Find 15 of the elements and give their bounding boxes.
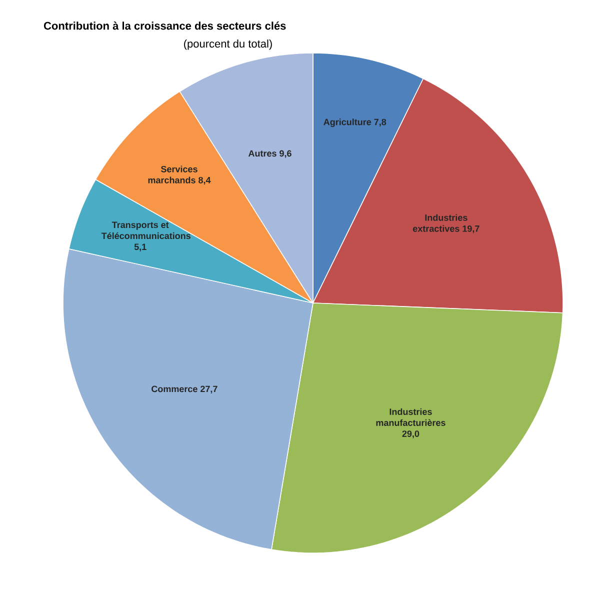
slice-label: Transports et Télécommunications	[101, 222, 191, 240]
slice-label: Commerce	[152, 386, 198, 392]
data-label: 19,7	[462, 225, 480, 234]
slice-label: Autres	[248, 150, 276, 157]
data-label: 7,8	[374, 118, 386, 127]
data-label: 8,4	[198, 176, 211, 185]
data-label: 9,6	[280, 150, 292, 158]
data-label: 27,7	[200, 386, 218, 394]
chart-title: Contribution à la croissance des secteurs clés	[44, 22, 286, 30]
slice-label: Industries manufacturières	[376, 408, 446, 426]
slice-label: Agriculture	[324, 118, 372, 128]
data-label: 29,0	[402, 430, 420, 438]
slice-label: Services marchands	[148, 166, 198, 184]
data-label: 5,1	[134, 244, 146, 252]
chart-subtitle: (pourcent du total)	[184, 40, 272, 50]
